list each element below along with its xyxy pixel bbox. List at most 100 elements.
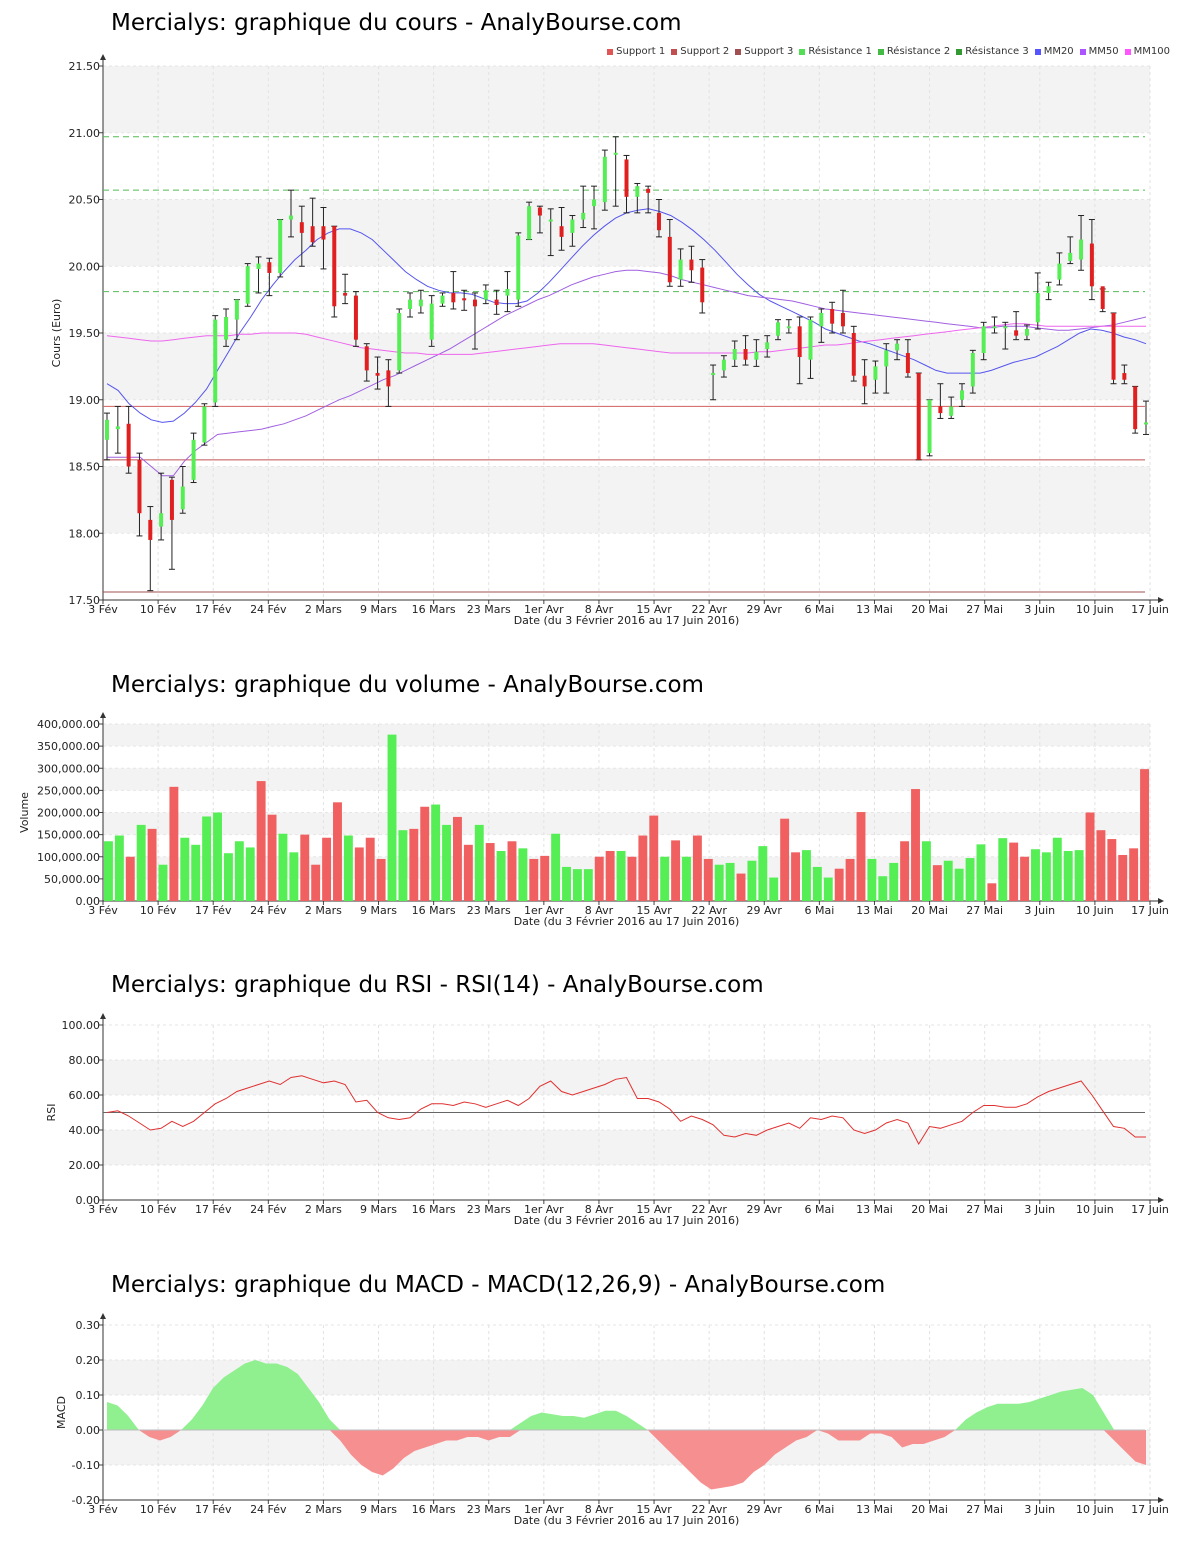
candle-body (711, 373, 716, 376)
volume-bar (343, 835, 353, 901)
candle-body (353, 295, 358, 340)
macd-negative-area (107, 1430, 1146, 1490)
volume-bar (289, 852, 299, 901)
y-tick-label: 100,000.00 (37, 851, 100, 864)
x-tick-label: 23 Mars (467, 1503, 511, 1516)
x-tick-label: 9 Mars (360, 1203, 397, 1216)
candle-body (148, 519, 153, 540)
x-tick-label: 27 Mai (966, 1203, 1003, 1216)
x-tick-label: 3 Juin (1024, 1203, 1055, 1216)
volume-bar (158, 864, 168, 901)
legend-label: Support 3 (744, 46, 794, 57)
x-axis-title: Date (du 3 Février 2016 au 17 Juin 2016) (514, 915, 740, 928)
candle-body (516, 235, 521, 300)
y-tick-label: 60.00 (69, 1089, 101, 1102)
y-tick-label: -0.20 (72, 1494, 100, 1507)
volume-bar (125, 856, 135, 901)
candle-body (570, 219, 575, 233)
x-tick-label: 3 Fév (88, 904, 118, 917)
candle-body (1144, 422, 1148, 425)
volume-bar (747, 860, 757, 901)
x-tick-label: 10 Fév (140, 904, 177, 917)
x-tick-label: 6 Mai (804, 603, 834, 616)
volume-bar (311, 864, 321, 901)
x-tick-label: 2 Mars (305, 1503, 342, 1516)
x-tick-label: 22 Avr (691, 904, 727, 917)
x-tick-label: 17 Juin (1131, 1203, 1169, 1216)
volume-bar (583, 869, 593, 901)
x-tick-label: 15 Avr (636, 603, 672, 616)
volume-bar (1140, 769, 1149, 901)
volume-bar (780, 818, 790, 901)
y-tick-label: 20.00 (69, 1159, 101, 1172)
candle-body (267, 262, 272, 273)
grid-band (103, 1130, 1150, 1165)
legend-label: Résistance 1 (808, 46, 872, 57)
candle-body (1035, 292, 1040, 323)
x-axis-title: Date (du 3 Février 2016 au 17 Juin 2016) (514, 1214, 740, 1227)
x-tick-label: 6 Mai (804, 1503, 834, 1516)
candle-body (278, 219, 283, 273)
candle-body (786, 326, 791, 329)
candle-body (646, 188, 651, 193)
volume-bar (169, 786, 179, 901)
candle-body (408, 299, 413, 309)
x-tick-label: 29 Avr (747, 1203, 783, 1216)
volume-bar (976, 844, 986, 901)
x-axis-arrow (1158, 898, 1164, 904)
x-tick-label: 10 Juin (1076, 1203, 1114, 1216)
candle-body (776, 322, 781, 336)
candle-body (581, 212, 586, 220)
legend-label: Support 2 (680, 46, 730, 57)
candle-body (700, 267, 705, 303)
candle-body (1100, 286, 1105, 309)
legend-item: MM50 (1079, 46, 1119, 57)
x-tick-label: 17 Fév (195, 1203, 232, 1216)
volume-bar (300, 834, 310, 901)
y-tick-label: 250,000.00 (37, 784, 100, 797)
candle-body (126, 423, 131, 467)
x-tick-label: 10 Juin (1076, 603, 1114, 616)
candle-body (624, 159, 629, 197)
candle-body (288, 215, 293, 220)
x-tick-label: 1er Avr (524, 904, 564, 917)
rsi-chart: 0.00 20.00 40.00 60.00 80.00 100.00 3 Fév 10 Fé… (45, 1013, 1169, 1227)
volume-bar (823, 877, 833, 901)
candle-body (397, 312, 402, 371)
x-tick-label: 10 Juin (1076, 904, 1114, 917)
x-tick-label: 15 Avr (636, 904, 672, 917)
candle-body (960, 390, 965, 400)
candle-body (895, 343, 900, 351)
y-axis-title: RSI (45, 1104, 58, 1122)
candle-body (1122, 373, 1127, 380)
volume-bar (180, 837, 190, 901)
y-tick-label: 19.50 (69, 327, 101, 340)
volume-bar (845, 858, 855, 901)
volume-bar (453, 816, 462, 901)
candle-body (1046, 286, 1051, 293)
legend-label: Résistance 3 (965, 46, 1029, 57)
x-tick-label: 16 Mars (412, 904, 456, 917)
volume-bar (943, 860, 953, 901)
volume-bar (987, 883, 997, 901)
x-tick-label: 13 Mai (856, 904, 893, 917)
y-tick-label: 100.00 (62, 1019, 101, 1032)
legend-item: Support 3 (735, 46, 793, 57)
volume-bar (213, 812, 222, 901)
ma-line-mm100 (106, 323, 1146, 355)
y-tick-label: -0.10 (72, 1459, 100, 1472)
y-tick-label: 150,000.00 (37, 829, 100, 842)
volume-bar (791, 852, 800, 901)
legend-item: MM100 (1124, 46, 1170, 57)
rsi-line (106, 1075, 1146, 1146)
volume-bar (333, 802, 342, 901)
candle-body (1079, 239, 1084, 260)
candle-body (1111, 312, 1116, 380)
volume-bar (322, 837, 332, 901)
volume-bar (900, 841, 910, 901)
legend-swatch (956, 48, 963, 55)
candle-body (537, 207, 542, 216)
candle-body (592, 199, 597, 207)
volume-bar (256, 781, 266, 901)
x-tick-label: 8 Avr (585, 904, 614, 917)
